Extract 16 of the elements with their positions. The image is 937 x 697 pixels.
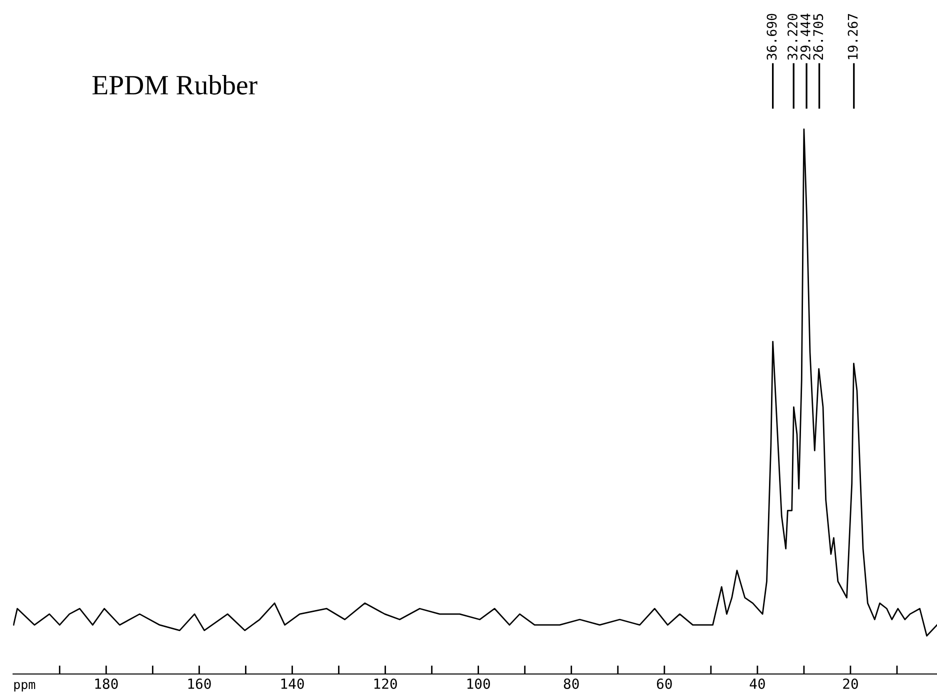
x-tick-label: 20 <box>843 678 858 689</box>
x-tick-label: 180 <box>95 678 118 689</box>
x-tick-label: 100 <box>467 678 490 689</box>
x-tick-label: 80 <box>564 678 579 689</box>
chart-title: EPDM Rubber <box>92 75 258 95</box>
x-tick-label: 160 <box>188 678 211 689</box>
ref-line-label: 26.705 <box>813 14 824 60</box>
ref-line-label: 19.267 <box>848 14 858 60</box>
x-tick-label: 40 <box>750 678 765 689</box>
x-tick-label: 140 <box>281 678 304 689</box>
ref-line-label: 32.220 <box>788 14 798 60</box>
x-tick-label: 120 <box>374 678 397 689</box>
x-tick-label: 60 <box>656 678 672 689</box>
ref-line-label: 29.444 <box>800 14 810 60</box>
ref-line-label: 36.690 <box>766 14 777 60</box>
x-axis-title: ppm <box>14 682 36 692</box>
